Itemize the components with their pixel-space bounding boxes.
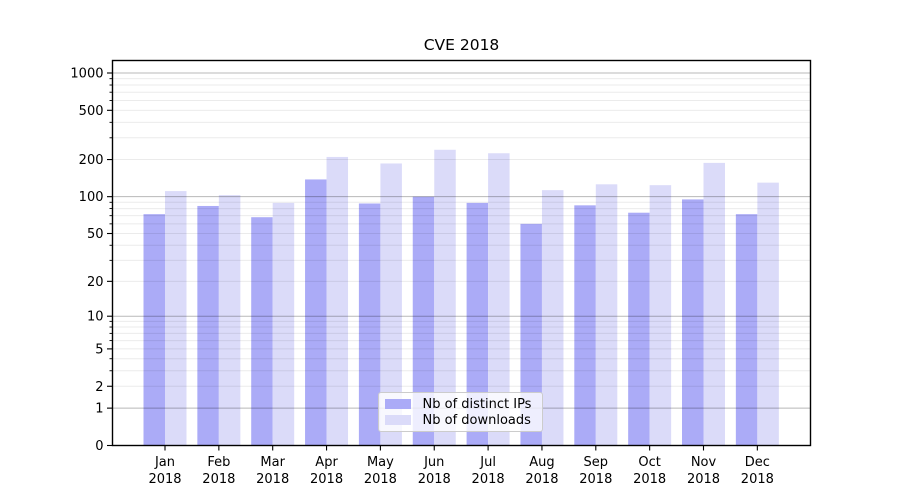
- bar-distinct-ips: [412, 196, 435, 446]
- y-tick-label: 200: [79, 153, 104, 168]
- bar-distinct-ips: [520, 223, 542, 446]
- legend-item-distinct-ips: Nb of distinct IPs: [384, 396, 534, 412]
- bar-distinct-ips: [574, 205, 596, 446]
- y-tick-label: 20: [87, 275, 104, 290]
- x-tick-label: May 2018: [364, 455, 397, 487]
- plot-area: 0 1 2 5 10 20 50 100 200 500 1000 Jan 2018 Feb 2018 Mar…: [70, 59, 812, 487]
- chart-title: CVE 2018: [424, 36, 500, 54]
- bar-downloads: [649, 185, 672, 446]
- y-tick-label: 10: [87, 310, 104, 325]
- y-tick-label: 1000: [70, 67, 103, 82]
- y-tick-label: 500: [79, 104, 104, 119]
- bar-distinct-ips: [735, 214, 758, 446]
- x-tick-label: Mar 2018: [256, 455, 289, 487]
- bar-downloads: [595, 184, 618, 446]
- bar-downloads: [434, 149, 456, 446]
- y-tick-label: 5: [95, 342, 103, 357]
- y-tick-label: 0: [95, 439, 103, 454]
- bar-downloads: [703, 162, 725, 446]
- bar-downloads: [272, 202, 295, 446]
- x-tick-label: Jun 2018: [418, 455, 451, 487]
- y-tick-label: 50: [87, 227, 104, 242]
- y-tick-label: 100: [79, 190, 104, 205]
- legend: Nb of distinct IPs Nb of downloads: [377, 392, 543, 432]
- x-tick-label: Jan 2018: [148, 455, 181, 487]
- bar-distinct-ips: [251, 217, 273, 446]
- x-tick-label: Feb 2018: [202, 455, 235, 487]
- y-tick-label: 1: [95, 402, 103, 417]
- bar-downloads: [380, 163, 402, 446]
- bar-distinct-ips: [358, 203, 381, 446]
- x-tick-label: Apr 2018: [310, 455, 343, 487]
- bar-downloads: [541, 190, 564, 446]
- legend-label-downloads: Nb of downloads: [422, 412, 531, 428]
- bar-distinct-ips: [628, 212, 650, 446]
- x-tick-label: Oct 2018: [633, 455, 666, 487]
- bar-distinct-ips: [143, 214, 165, 446]
- legend-label-distinct-ips: Nb of distinct IPs: [422, 396, 532, 412]
- bar-distinct-ips: [197, 205, 219, 446]
- bar-distinct-ips: [305, 179, 327, 446]
- legend-swatch-distinct-ips: [384, 399, 411, 409]
- legend-item-downloads: Nb of downloads: [384, 412, 534, 428]
- x-tick-label: Sep 2018: [579, 455, 612, 487]
- x-tick-label: Jul 2018: [472, 455, 505, 487]
- bar-downloads: [757, 182, 779, 446]
- bar-distinct-ips: [682, 199, 704, 446]
- bar-downloads: [218, 195, 241, 446]
- legend-swatch-downloads: [384, 415, 411, 425]
- y-tick-label: 2: [95, 380, 103, 395]
- bar-distinct-ips: [466, 202, 489, 446]
- x-tick-label: Nov 2018: [687, 455, 720, 487]
- x-tick-label: Dec 2018: [741, 455, 774, 487]
- plot-frame: [111, 59, 812, 447]
- bar-downloads: [326, 156, 349, 446]
- bar-downloads: [488, 153, 510, 446]
- x-tick-label: Aug 2018: [525, 455, 558, 487]
- bar-downloads: [165, 191, 187, 446]
